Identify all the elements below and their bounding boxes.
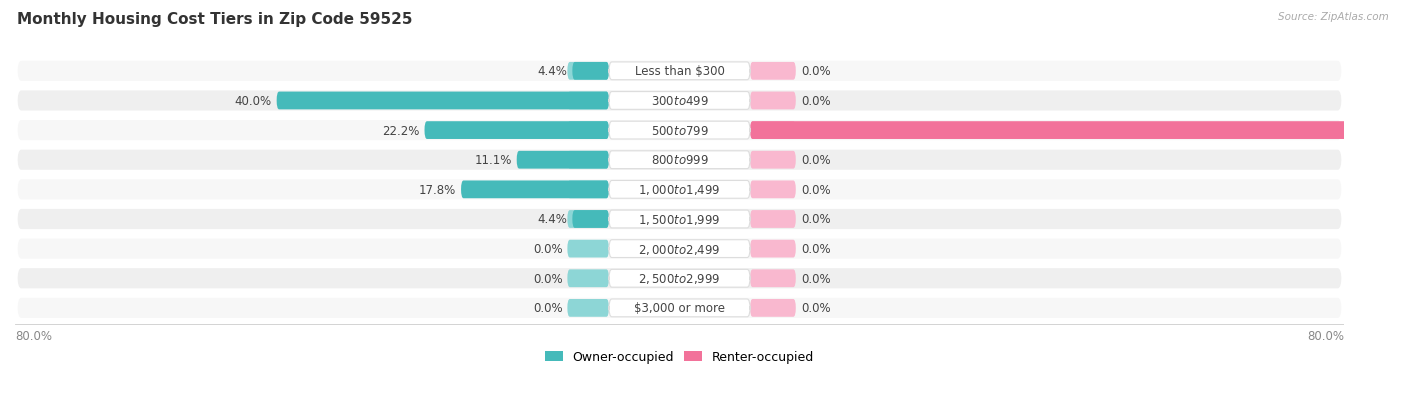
- Text: 0.0%: 0.0%: [533, 272, 562, 285]
- Text: $1,500 to $1,999: $1,500 to $1,999: [638, 212, 721, 226]
- FancyBboxPatch shape: [17, 298, 1341, 318]
- FancyBboxPatch shape: [17, 209, 1341, 230]
- Legend: Owner-occupied, Renter-occupied: Owner-occupied, Renter-occupied: [540, 345, 818, 368]
- FancyBboxPatch shape: [425, 122, 609, 140]
- Text: Monthly Housing Cost Tiers in Zip Code 59525: Monthly Housing Cost Tiers in Zip Code 5…: [17, 12, 412, 27]
- Text: 80.0%: 80.0%: [15, 330, 52, 342]
- FancyBboxPatch shape: [751, 211, 796, 228]
- FancyBboxPatch shape: [568, 240, 609, 258]
- FancyBboxPatch shape: [609, 211, 751, 228]
- FancyBboxPatch shape: [609, 93, 751, 110]
- FancyBboxPatch shape: [751, 240, 796, 258]
- FancyBboxPatch shape: [751, 152, 796, 169]
- FancyBboxPatch shape: [751, 122, 1406, 140]
- FancyBboxPatch shape: [568, 93, 609, 110]
- FancyBboxPatch shape: [568, 122, 609, 140]
- FancyBboxPatch shape: [751, 270, 796, 287]
- FancyBboxPatch shape: [751, 122, 796, 140]
- FancyBboxPatch shape: [751, 299, 796, 317]
- Text: 17.8%: 17.8%: [419, 183, 456, 196]
- FancyBboxPatch shape: [568, 211, 609, 228]
- Text: 0.0%: 0.0%: [801, 65, 831, 78]
- FancyBboxPatch shape: [17, 239, 1341, 259]
- Text: 0.0%: 0.0%: [533, 301, 562, 315]
- Text: $3,000 or more: $3,000 or more: [634, 301, 725, 315]
- Text: 40.0%: 40.0%: [235, 95, 271, 108]
- Text: 0.0%: 0.0%: [801, 95, 831, 108]
- FancyBboxPatch shape: [751, 181, 796, 199]
- Text: $300 to $499: $300 to $499: [651, 95, 709, 108]
- FancyBboxPatch shape: [609, 152, 751, 169]
- Text: Source: ZipAtlas.com: Source: ZipAtlas.com: [1278, 12, 1389, 22]
- FancyBboxPatch shape: [277, 93, 609, 110]
- FancyBboxPatch shape: [751, 93, 796, 110]
- Text: $800 to $999: $800 to $999: [651, 154, 709, 167]
- FancyBboxPatch shape: [17, 180, 1341, 200]
- Text: 22.2%: 22.2%: [382, 124, 419, 137]
- Text: 80.0%: 80.0%: [1308, 330, 1344, 342]
- FancyBboxPatch shape: [516, 152, 609, 169]
- FancyBboxPatch shape: [609, 63, 751, 81]
- Text: 0.0%: 0.0%: [801, 242, 831, 256]
- FancyBboxPatch shape: [17, 121, 1341, 141]
- FancyBboxPatch shape: [568, 63, 609, 81]
- Text: 0.0%: 0.0%: [801, 154, 831, 167]
- FancyBboxPatch shape: [568, 152, 609, 169]
- FancyBboxPatch shape: [609, 299, 751, 317]
- Text: $500 to $799: $500 to $799: [651, 124, 709, 137]
- FancyBboxPatch shape: [461, 181, 609, 199]
- FancyBboxPatch shape: [609, 181, 751, 199]
- Text: 0.0%: 0.0%: [801, 183, 831, 196]
- FancyBboxPatch shape: [568, 181, 609, 199]
- Text: 4.4%: 4.4%: [537, 213, 568, 226]
- FancyBboxPatch shape: [572, 211, 609, 228]
- Text: 0.0%: 0.0%: [801, 213, 831, 226]
- Text: $1,000 to $1,499: $1,000 to $1,499: [638, 183, 721, 197]
- FancyBboxPatch shape: [609, 122, 751, 140]
- FancyBboxPatch shape: [17, 268, 1341, 289]
- Text: 0.0%: 0.0%: [801, 301, 831, 315]
- FancyBboxPatch shape: [609, 240, 751, 258]
- FancyBboxPatch shape: [751, 63, 796, 81]
- Text: 0.0%: 0.0%: [801, 272, 831, 285]
- Text: 4.4%: 4.4%: [537, 65, 568, 78]
- FancyBboxPatch shape: [17, 150, 1341, 171]
- Text: $2,500 to $2,999: $2,500 to $2,999: [638, 272, 721, 285]
- Text: $2,000 to $2,499: $2,000 to $2,499: [638, 242, 721, 256]
- Text: Less than $300: Less than $300: [634, 65, 724, 78]
- FancyBboxPatch shape: [17, 62, 1341, 82]
- FancyBboxPatch shape: [572, 63, 609, 81]
- Text: 11.1%: 11.1%: [474, 154, 512, 167]
- Text: 79.2%: 79.2%: [1361, 124, 1402, 137]
- Text: 0.0%: 0.0%: [533, 242, 562, 256]
- FancyBboxPatch shape: [17, 91, 1341, 111]
- FancyBboxPatch shape: [568, 270, 609, 287]
- FancyBboxPatch shape: [568, 299, 609, 317]
- FancyBboxPatch shape: [609, 270, 751, 287]
